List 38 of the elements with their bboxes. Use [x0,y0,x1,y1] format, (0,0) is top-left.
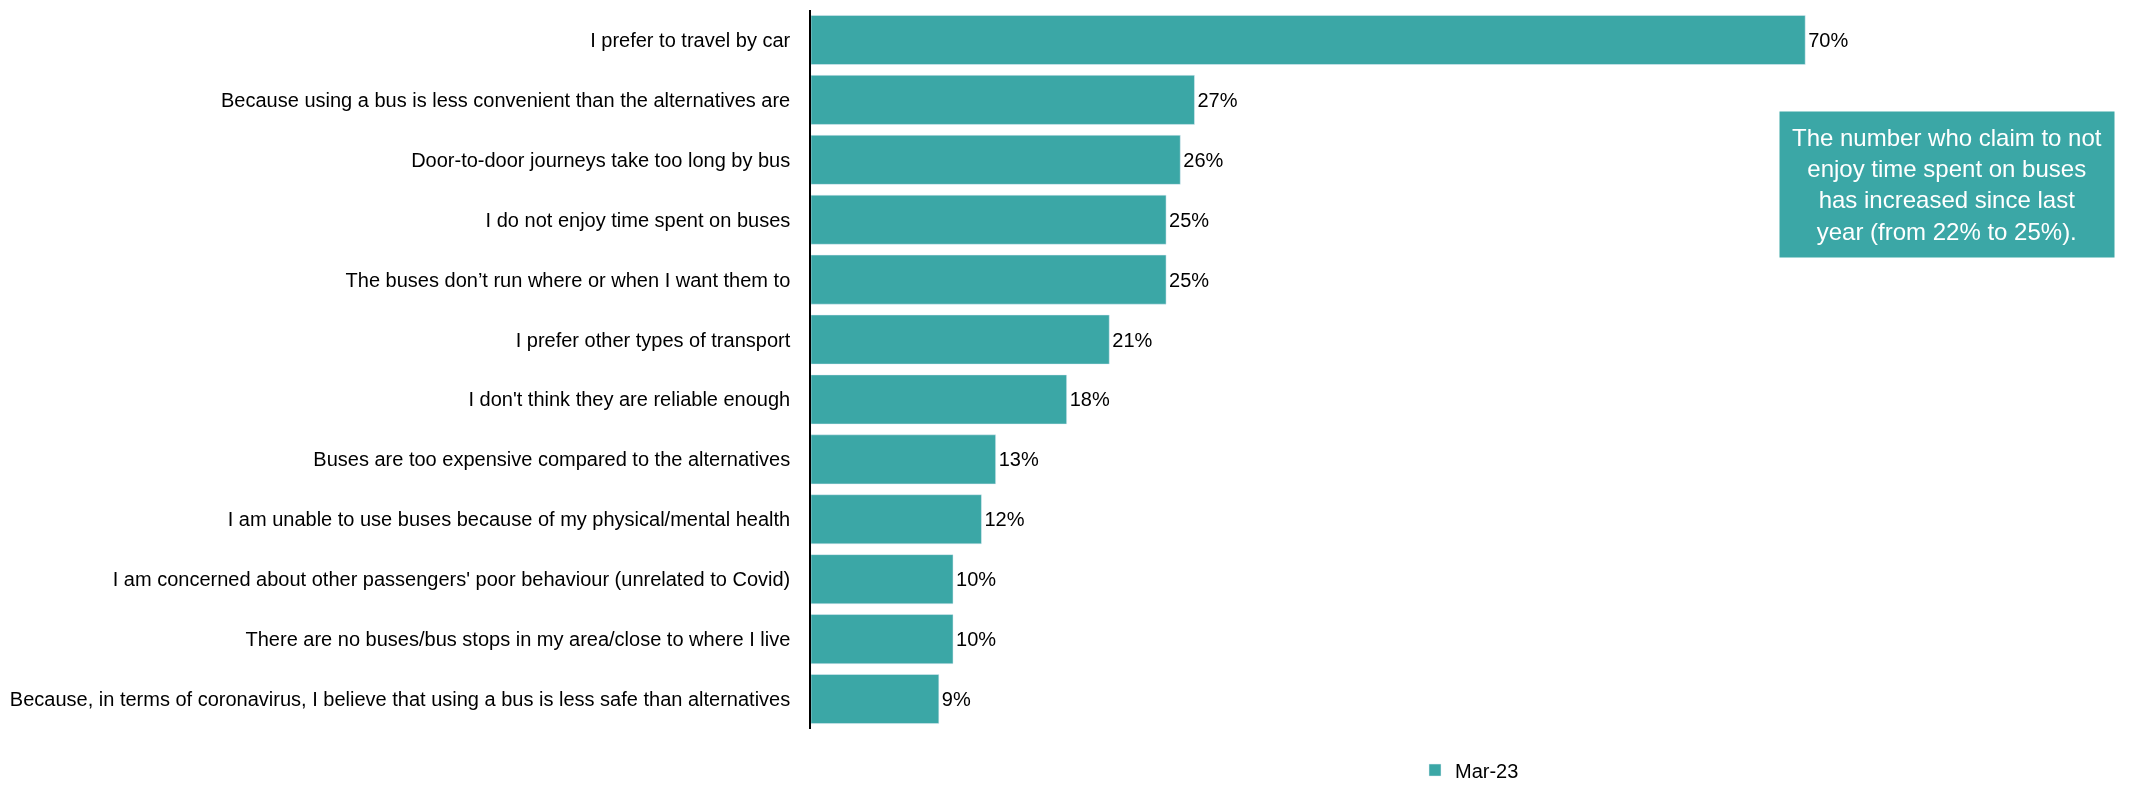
legend-label: Mar-23 [1455,759,1519,782]
bar [811,554,954,605]
y-tick-label: There are no buses/bus stops in my area/close to where I live [245,628,791,651]
annotation: The number who claim to not enjoy time spent on buses has increased since last year (from 22% to 25%). [1792,124,2102,245]
y-tick-label: Because, in terms of coronavirus, I believe that using a bus is less safe than alternatives [9,688,791,711]
y-tick-label: Buses are too expensive compared to the alternatives [313,448,791,471]
data-label: 70% [1808,28,1849,51]
data-label: 25% [1169,268,1210,291]
y-tick-label: I prefer other types of transport [515,328,791,351]
y-tick-label: I am unable to use buses because of my physical/mental health [227,508,791,531]
y-tick-label: I do not enjoy time spent on buses [485,208,791,231]
bar [811,194,1167,245]
y-tick-label: The buses don’t run where or when I want them to [345,268,791,291]
bar [811,75,1195,125]
bar [811,134,1181,185]
y-tick-label: Because using a bus is less convenient than the alternatives are [221,88,791,111]
data-label: 10% [956,628,997,651]
y-tick-label: I am concerned about other passengers' poor behaviour (unrelated to Covid) [112,568,791,591]
bar [811,15,1806,65]
data-label: 13% [998,448,1039,471]
data-label: 26% [1183,148,1224,171]
bar [811,254,1167,305]
data-label: 25% [1169,208,1210,231]
y-tick-label: Door-to-door journeys take too long by bus [411,148,791,171]
bar [811,614,954,664]
data-label: 18% [1069,388,1110,411]
data-label: 27% [1197,88,1238,111]
bar [811,314,1110,365]
y-tick-label: I prefer to travel by car [590,28,791,51]
data-label: 9% [941,688,971,711]
bar [811,374,1067,425]
bar [811,674,940,724]
y-tick-label: I don't think they are reliable enough [468,388,791,411]
data-label: 10% [956,568,997,591]
data-label: 21% [1112,328,1153,351]
bar [811,494,982,545]
bar [811,434,996,485]
data-label: 12% [984,508,1025,531]
